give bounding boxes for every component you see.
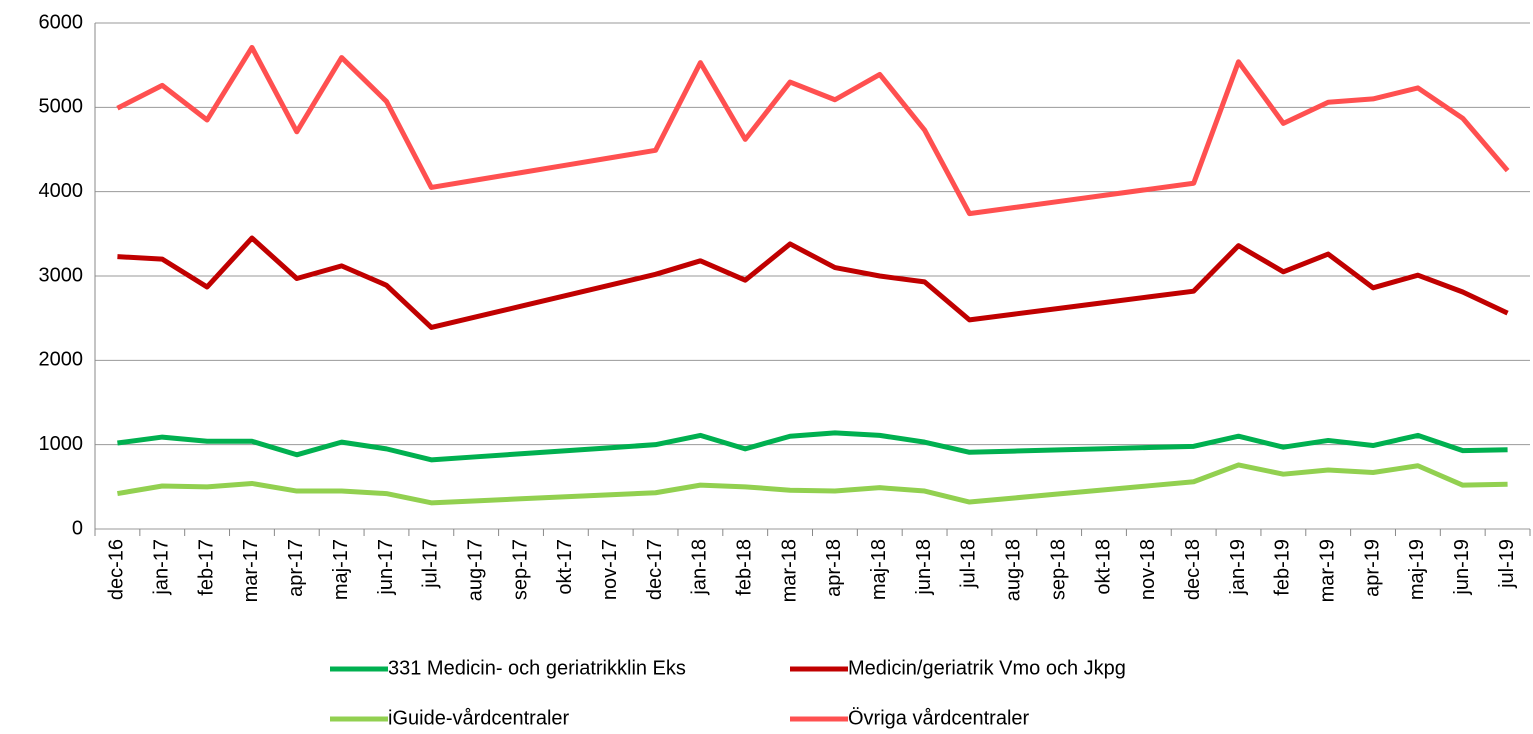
x-tick-label: jun-17 bbox=[375, 539, 397, 596]
x-tick-label: okt-17 bbox=[554, 539, 576, 595]
x-tick-label: feb-19 bbox=[1272, 539, 1294, 596]
x-tick-label: okt-18 bbox=[1092, 539, 1114, 595]
y-tick-label: 1000 bbox=[39, 433, 84, 455]
x-tick-label: mar-17 bbox=[240, 539, 262, 602]
x-tick-label: jul-19 bbox=[1496, 539, 1518, 589]
y-tick-label: 3000 bbox=[39, 264, 84, 286]
series-line bbox=[117, 235, 1509, 330]
series-line bbox=[117, 462, 1508, 506]
x-tick-label: jun-18 bbox=[913, 539, 935, 596]
x-tick-label: jan-18 bbox=[689, 539, 711, 596]
legend-label: Övriga vårdcentraler bbox=[848, 707, 1030, 729]
x-tick-label: sep-18 bbox=[1047, 539, 1069, 600]
x-tick-label: mar-19 bbox=[1316, 539, 1338, 602]
x-tick-label: jul-17 bbox=[420, 539, 442, 589]
y-tick-label: 2000 bbox=[39, 349, 84, 371]
x-tick-label: maj-17 bbox=[330, 539, 352, 600]
legend-label: iGuide-vårdcentraler bbox=[388, 707, 570, 729]
x-tick-label: maj-18 bbox=[868, 539, 890, 600]
x-tick-label: feb-17 bbox=[195, 539, 217, 596]
x-tick-label: apr-17 bbox=[285, 539, 307, 597]
x-tick-label: feb-18 bbox=[734, 539, 756, 596]
legend-label: 331 Medicin- och geriatrikklin Eks bbox=[388, 657, 686, 679]
x-tick-label: mar-18 bbox=[778, 539, 800, 602]
x-tick-label: aug-17 bbox=[464, 539, 486, 601]
x-tick-label: jul-18 bbox=[958, 539, 980, 589]
y-tick-label: 6000 bbox=[39, 11, 84, 33]
x-tick-label: apr-19 bbox=[1361, 539, 1383, 597]
x-tick-label: nov-17 bbox=[599, 539, 621, 600]
y-tick-label: 4000 bbox=[39, 180, 84, 202]
x-tick-label: sep-17 bbox=[509, 539, 531, 600]
series-line bbox=[116, 44, 1510, 217]
x-tick-label: apr-18 bbox=[823, 539, 845, 597]
x-tick-label: jan-19 bbox=[1227, 539, 1249, 596]
y-tick-label: 0 bbox=[72, 517, 83, 539]
x-tick-label: jun-19 bbox=[1451, 539, 1473, 596]
series-line bbox=[117, 430, 1508, 463]
y-tick-label: 5000 bbox=[39, 96, 84, 118]
x-tick-label: dec-18 bbox=[1182, 539, 1204, 600]
x-tick-label: dec-16 bbox=[106, 539, 128, 600]
x-tick-label: aug-18 bbox=[1003, 539, 1025, 601]
x-tick-label: nov-18 bbox=[1137, 539, 1159, 600]
x-tick-label: maj-19 bbox=[1406, 539, 1428, 600]
x-tick-label: jan-17 bbox=[151, 539, 173, 596]
legend-label: Medicin/geriatrik Vmo och Jkpg bbox=[848, 657, 1126, 679]
x-tick-label: dec-17 bbox=[644, 539, 666, 600]
